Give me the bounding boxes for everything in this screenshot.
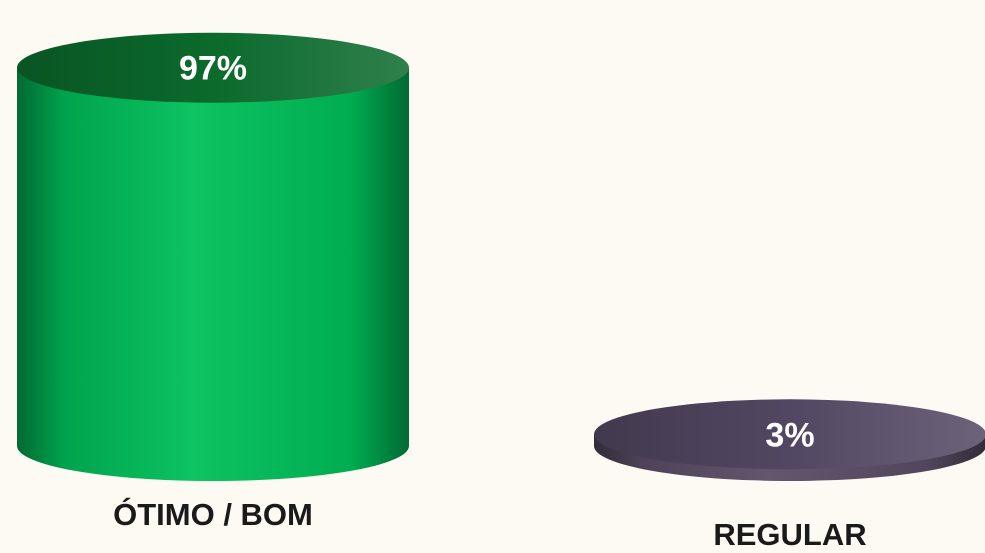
bar-regular (594, 399, 985, 481)
bar-top-otimo-bom (17, 32, 409, 103)
bar-body-otimo-bom (17, 67, 409, 481)
data-label-regular: 3% (765, 416, 814, 454)
bar-otimo-bom (17, 32, 409, 481)
bar-top-regular (594, 399, 985, 470)
labels-layer: 97% ÓTIMO / BOM 3% REGULAR (113, 50, 867, 552)
category-label-otimo-bom: ÓTIMO / BOM (113, 496, 313, 532)
bars-layer (17, 32, 985, 481)
category-label-regular: REGULAR (713, 517, 866, 548)
data-label-otimo-bom: 97% (179, 50, 247, 88)
